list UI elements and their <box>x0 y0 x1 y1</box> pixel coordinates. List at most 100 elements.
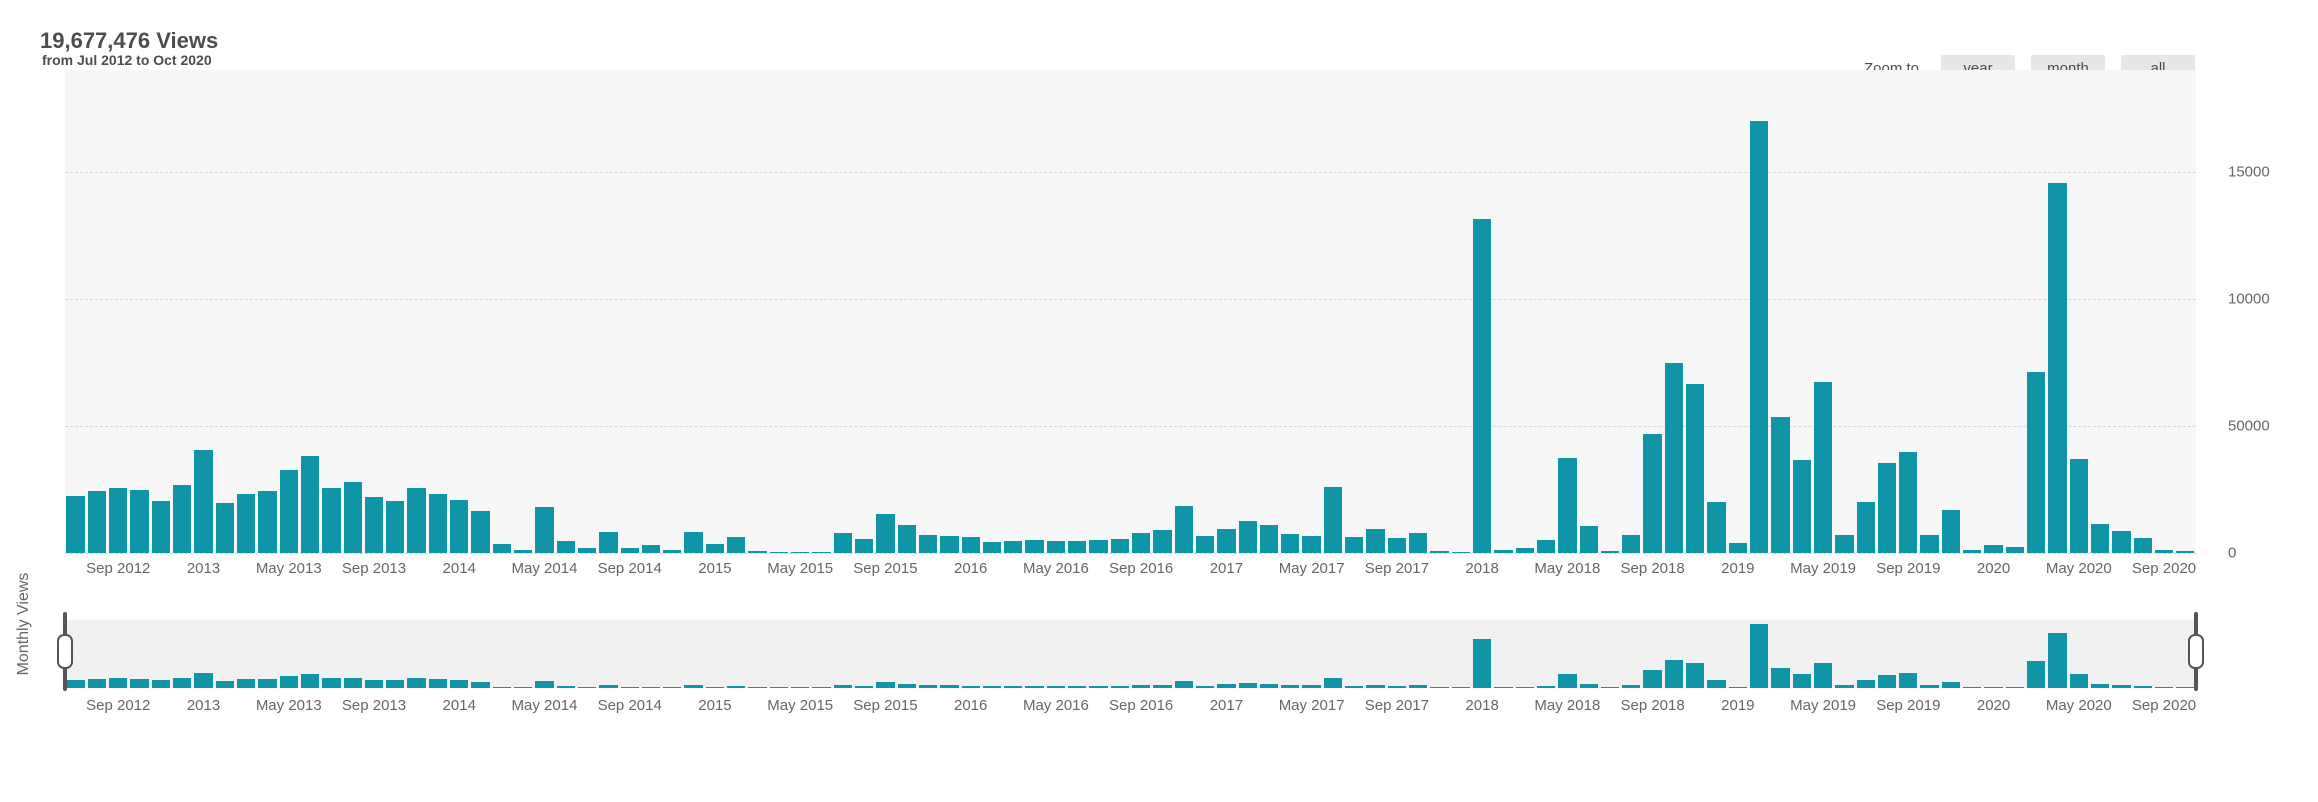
bar-Jul-2012[interactable] <box>66 496 85 553</box>
bar-Oct-2019[interactable] <box>1920 535 1939 553</box>
bar-Apr-2014[interactable] <box>514 550 533 553</box>
bar-May-2019[interactable] <box>1813 382 1833 553</box>
bar-May-2017[interactable] <box>1302 535 1321 553</box>
bar-Jul-2014[interactable] <box>577 547 597 553</box>
bar-Jun-2017[interactable] <box>1323 487 1343 553</box>
bar-Sep-2013[interactable] <box>364 497 384 553</box>
bar-Apr-2015[interactable] <box>769 551 789 553</box>
bar-Jul-2019[interactable] <box>1856 501 1875 553</box>
bar-Sep-2015[interactable] <box>876 513 895 553</box>
bar-Feb-2014[interactable] <box>471 510 490 553</box>
bar-Feb-2013[interactable] <box>215 502 234 553</box>
bar-Nov-2012[interactable] <box>151 500 171 553</box>
bar-Mar-2018[interactable] <box>1515 547 1534 553</box>
bar-Dec-2015[interactable] <box>940 535 959 553</box>
bar-May-2016[interactable] <box>1046 540 1066 553</box>
bar-Sep-2016[interactable] <box>1131 532 1151 553</box>
bar-Dec-2016[interactable] <box>1195 536 1215 553</box>
bar-Apr-2020[interactable] <box>2048 182 2067 553</box>
bar-Nov-2019[interactable] <box>1941 510 1961 553</box>
bar-Feb-2016[interactable] <box>982 542 1002 553</box>
bar-Oct-2015[interactable] <box>897 525 916 553</box>
bar-Sep-2019[interactable] <box>1899 451 1918 553</box>
bar-Jun-2013[interactable] <box>300 455 320 553</box>
bar-Feb-2017[interactable] <box>1238 521 1257 553</box>
bar-Aug-2016[interactable] <box>1110 538 1129 553</box>
bar-Mar-2015[interactable] <box>748 551 767 553</box>
bar-Aug-2014[interactable] <box>599 531 618 553</box>
bar-Dec-2013[interactable] <box>428 493 448 553</box>
bar-Aug-2019[interactable] <box>1877 463 1897 553</box>
bar-Mar-2013[interactable] <box>236 494 256 553</box>
bar-Jan-2016[interactable] <box>961 537 980 553</box>
bar-Feb-2015[interactable] <box>727 536 746 553</box>
bar-Oct-2013[interactable] <box>386 500 405 553</box>
bar-May-2020[interactable] <box>2069 458 2088 553</box>
bar-Oct-2017[interactable] <box>1409 532 1428 553</box>
bar-Apr-2018[interactable] <box>1536 540 1556 553</box>
bar-Jun-2019[interactable] <box>1835 535 1854 553</box>
bar-Nov-2016[interactable] <box>1174 506 1193 553</box>
bar-Sep-2017[interactable] <box>1387 538 1407 553</box>
bar-Oct-2014[interactable] <box>641 545 661 553</box>
bar-Jan-2013[interactable] <box>194 450 213 553</box>
bar-Jan-2017[interactable] <box>1217 528 1236 553</box>
bar-Apr-2013[interactable] <box>258 491 277 553</box>
bar-Sep-2012[interactable] <box>109 487 128 553</box>
bar-Dec-2019[interactable] <box>1963 550 1982 553</box>
bar-Jan-2014[interactable] <box>450 500 469 553</box>
bar-Apr-2019[interactable] <box>1792 460 1811 553</box>
bar-Jul-2017[interactable] <box>1345 537 1364 553</box>
bar-Dec-2018[interactable] <box>1707 501 1726 553</box>
bar-Oct-2016[interactable] <box>1153 530 1172 553</box>
bar-Oct-2020[interactable] <box>2176 550 2195 553</box>
bar-Apr-2016[interactable] <box>1025 540 1044 553</box>
bar-Jan-2020[interactable] <box>1984 544 2003 553</box>
bar-Mar-2014[interactable] <box>492 544 511 553</box>
bar-Aug-2020[interactable] <box>2133 538 2152 553</box>
bar-Nov-2014[interactable] <box>663 549 682 553</box>
bar-Jun-2020[interactable] <box>2090 524 2110 553</box>
bar-Jan-2018[interactable] <box>1472 219 1492 553</box>
bar-Aug-2017[interactable] <box>1366 529 1385 553</box>
bar-Aug-2012[interactable] <box>87 491 107 553</box>
bar-Aug-2013[interactable] <box>343 482 362 553</box>
bar-Nov-2017[interactable] <box>1430 551 1449 553</box>
bar-Mar-2017[interactable] <box>1259 524 1279 553</box>
bar-Dec-2014[interactable] <box>684 531 703 553</box>
bar-Jun-2016[interactable] <box>1068 541 1087 553</box>
bar-Oct-2012[interactable] <box>130 490 149 553</box>
bar-Jul-2013[interactable] <box>322 488 341 553</box>
bar-Nov-2018[interactable] <box>1686 384 1705 553</box>
navigator-track[interactable] <box>65 620 2196 688</box>
bar-Feb-2020[interactable] <box>2005 546 2024 553</box>
bar-Aug-2015[interactable] <box>854 538 874 553</box>
bar-May-2013[interactable] <box>279 469 298 553</box>
bar-Jun-2018[interactable] <box>1579 526 1598 553</box>
bar-Jan-2015[interactable] <box>705 543 725 553</box>
bar-Sep-2014[interactable] <box>620 547 639 553</box>
bar-May-2014[interactable] <box>535 507 554 553</box>
bar-Apr-2017[interactable] <box>1281 533 1300 553</box>
bar-Nov-2013[interactable] <box>407 487 426 553</box>
main-chart-plot-area[interactable] <box>65 70 2196 554</box>
bar-Aug-2018[interactable] <box>1622 534 1641 553</box>
bar-Jul-2020[interactable] <box>2112 530 2131 553</box>
bar-Oct-2018[interactable] <box>1664 362 1684 553</box>
bar-Jan-2019[interactable] <box>1728 542 1747 553</box>
bar-Mar-2020[interactable] <box>2027 371 2046 553</box>
bar-May-2018[interactable] <box>1558 458 1577 553</box>
bar-Nov-2015[interactable] <box>918 534 938 553</box>
bar-Mar-2016[interactable] <box>1004 540 1023 553</box>
bar-Dec-2012[interactable] <box>173 485 192 553</box>
bar-Jul-2015[interactable] <box>833 532 852 553</box>
bar-Feb-2018[interactable] <box>1494 550 1513 553</box>
bar-Sep-2020[interactable] <box>2154 549 2174 553</box>
bar-Jun-2014[interactable] <box>556 541 575 553</box>
bar-Sep-2018[interactable] <box>1643 434 1662 553</box>
bar-Jul-2018[interactable] <box>1600 550 1620 553</box>
bar-May-2015[interactable] <box>791 552 810 553</box>
bar-Mar-2019[interactable] <box>1771 417 1790 553</box>
bar-Jul-2016[interactable] <box>1089 540 1108 553</box>
bar-Feb-2019[interactable] <box>1749 121 1769 553</box>
